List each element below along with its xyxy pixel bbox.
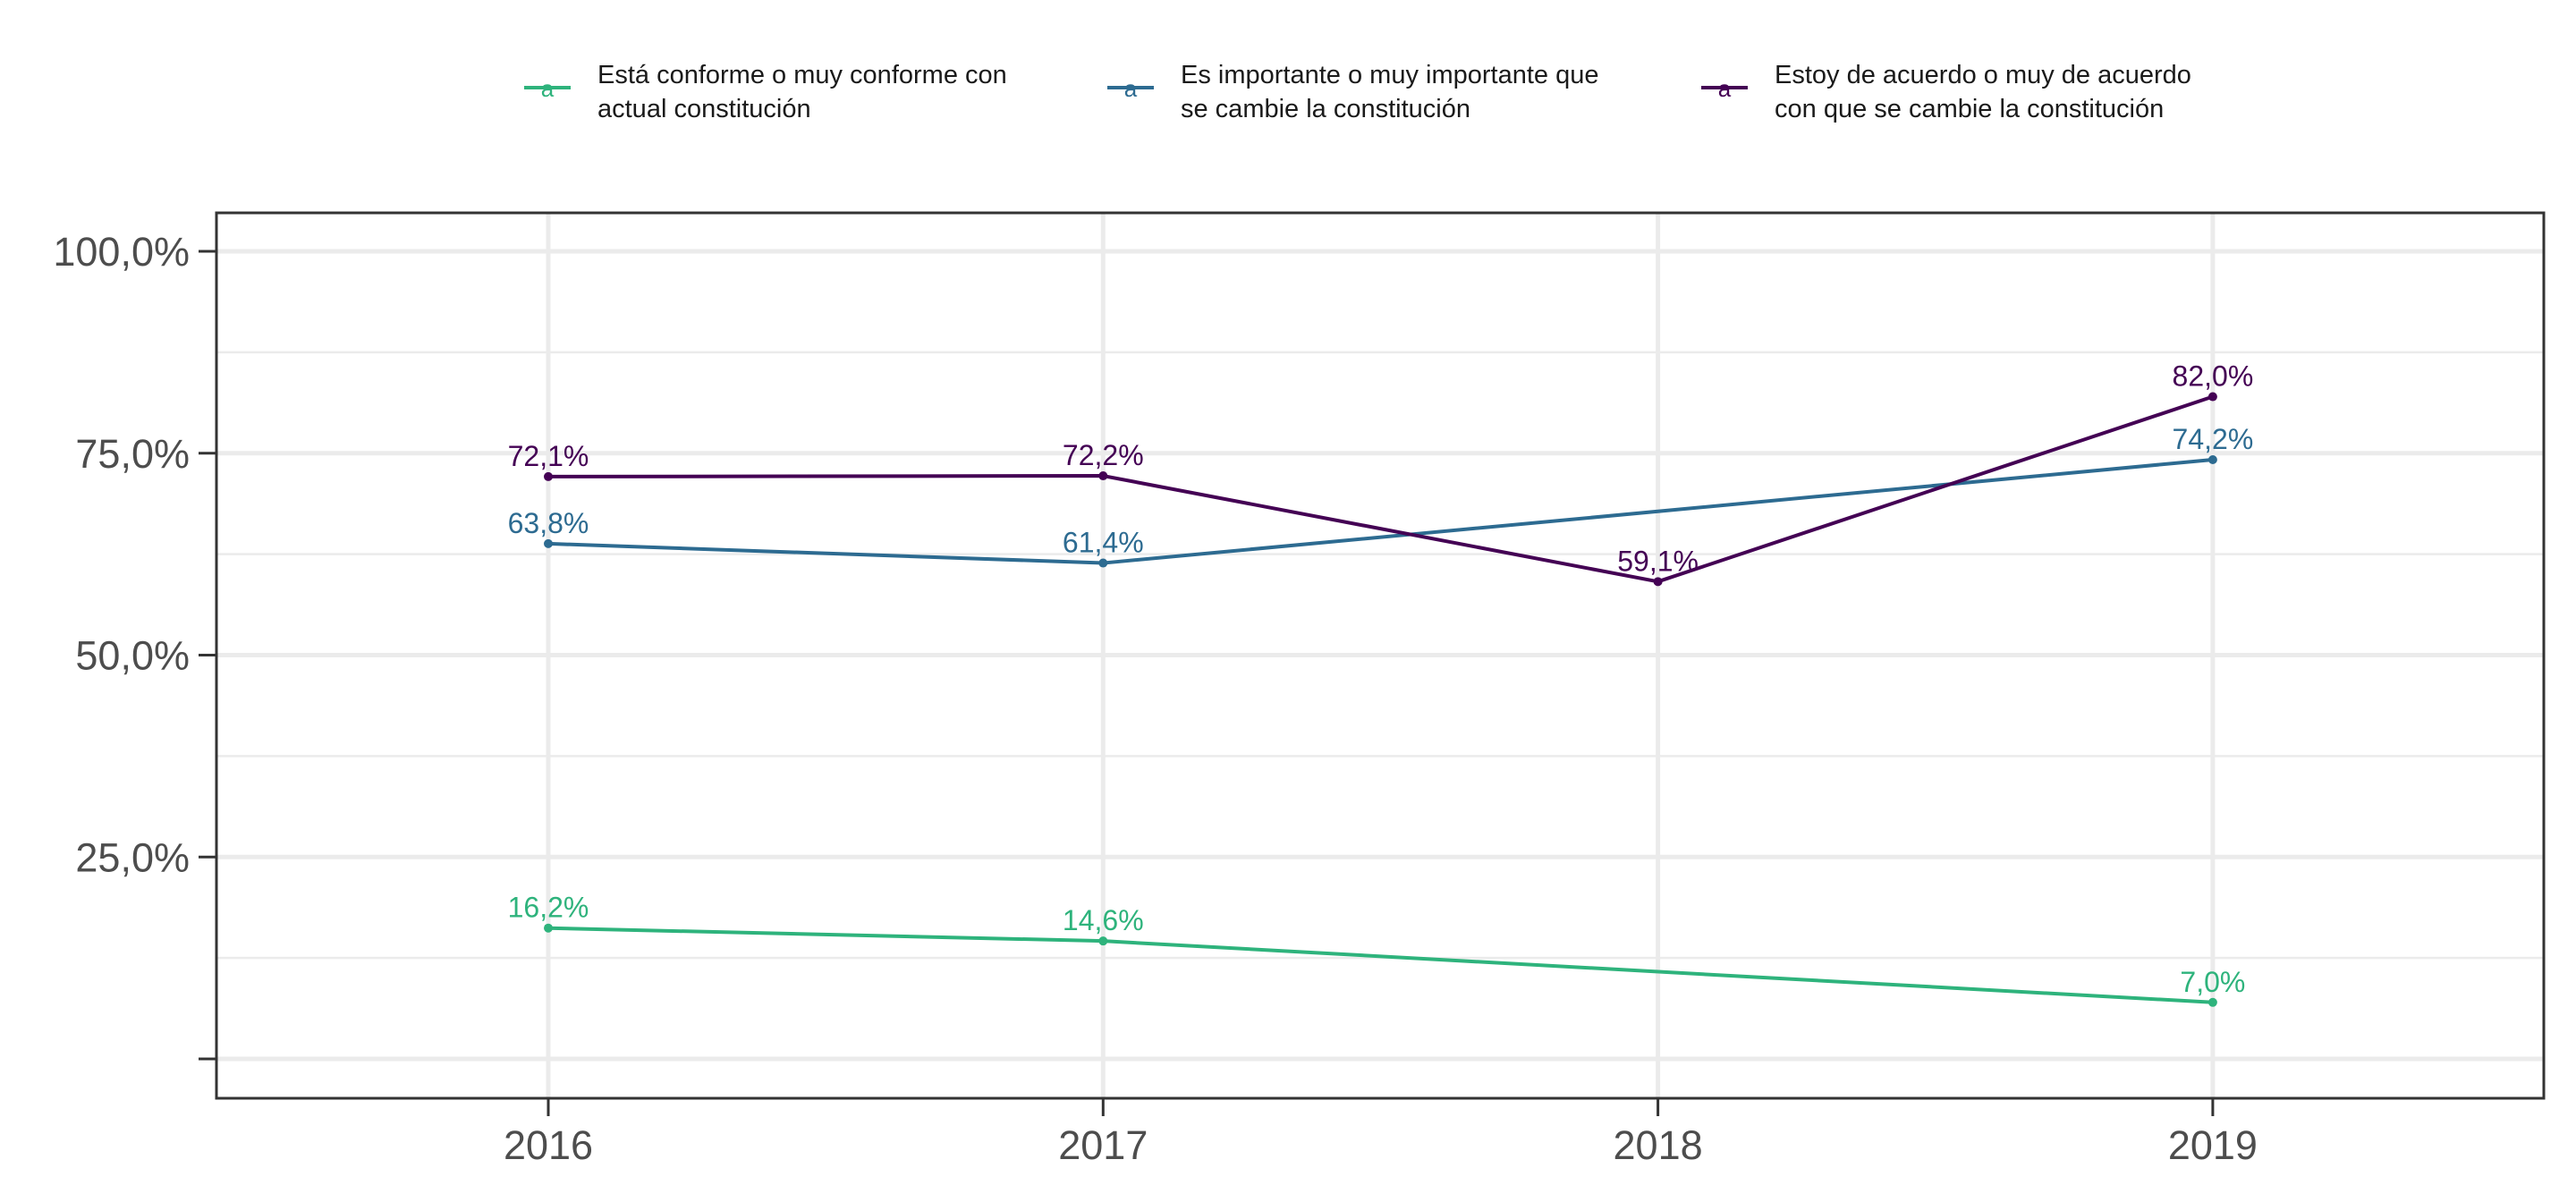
y-tick-label: 25,0% xyxy=(75,834,190,880)
data-label: 72,1% xyxy=(508,440,589,472)
data-point xyxy=(2207,997,2217,1007)
data-label: 72,2% xyxy=(1063,439,1144,471)
data-point xyxy=(544,471,553,481)
legend: a Está conforme o muy conforme con actual … xyxy=(524,61,2191,123)
legend-label: actual constitución xyxy=(597,95,811,123)
data-label: 63,8% xyxy=(508,507,589,539)
x-tick-label: 2018 xyxy=(1614,1122,1703,1168)
x-tick-label: 2016 xyxy=(504,1122,593,1168)
data-label: 7,0% xyxy=(2180,966,2245,998)
data-label: 59,1% xyxy=(1617,545,1699,577)
data-point xyxy=(1098,936,1108,946)
legend-label: Está conforme o muy conforme con xyxy=(597,61,1007,89)
data-point xyxy=(2207,392,2217,402)
x-tick-label: 2017 xyxy=(1058,1122,1148,1168)
y-tick-label: 75,0% xyxy=(75,431,190,477)
grid xyxy=(216,213,2544,1098)
axes: 100,0% 75,0% 50,0% 25,0% 2016 2017 2018 2019 xyxy=(53,229,2258,1168)
legend-key-glyph: a xyxy=(1124,75,1138,102)
data-point xyxy=(1098,471,1108,481)
series-group xyxy=(544,392,2217,1007)
data-point xyxy=(544,538,553,548)
data-point xyxy=(1098,558,1108,568)
legend-label: Es importante o muy importante que xyxy=(1181,61,1598,89)
legend-label: se cambie la constitución xyxy=(1181,95,1470,123)
legend-label: con que se cambie la constitución xyxy=(1775,95,2164,123)
legend-key-glyph: a xyxy=(1718,75,1732,102)
data-label: 16,2% xyxy=(508,892,589,924)
data-point xyxy=(1653,577,1663,587)
data-label: 82,0% xyxy=(2173,360,2254,393)
data-labels: 16,2% 14,6% 7,0% 63,8% 61,4% 74,2% 72,1% 72,2% 5… xyxy=(508,360,2254,998)
legend-label: Estoy de acuerdo o muy de acuerdo xyxy=(1775,61,2191,89)
data-label: 74,2% xyxy=(2173,423,2254,455)
series-line-3 xyxy=(547,394,2214,584)
data-label: 14,6% xyxy=(1063,904,1144,936)
data-label: 61,4% xyxy=(1063,527,1144,559)
y-tick-label: 100,0% xyxy=(53,229,190,275)
y-tick-label: 50,0% xyxy=(75,633,190,679)
data-point xyxy=(544,923,553,933)
data-point xyxy=(2207,454,2217,464)
x-tick-label: 2019 xyxy=(2168,1122,2258,1168)
legend-key-glyph: a xyxy=(541,75,555,102)
